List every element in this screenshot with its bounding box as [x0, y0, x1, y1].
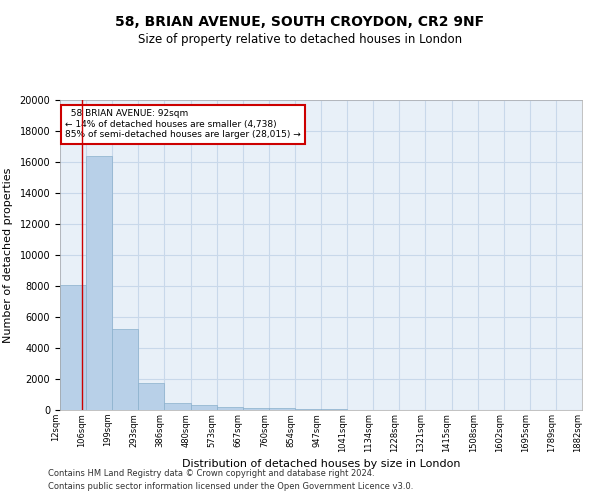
- Text: Contains HM Land Registry data © Crown copyright and database right 2024.: Contains HM Land Registry data © Crown c…: [48, 468, 374, 477]
- Bar: [112, 330, 139, 410]
- Bar: [295, 409, 321, 410]
- Text: Contains public sector information licensed under the Open Government Licence v3: Contains public sector information licen…: [48, 482, 413, 491]
- Bar: [242, 408, 269, 410]
- X-axis label: Distribution of detached houses by size in London: Distribution of detached houses by size …: [182, 459, 460, 469]
- Bar: [139, 383, 164, 410]
- Text: Size of property relative to detached houses in London: Size of property relative to detached ho…: [138, 32, 462, 46]
- Bar: [217, 407, 243, 410]
- Bar: [269, 408, 295, 410]
- Bar: [60, 285, 86, 410]
- Text: 58, BRIAN AVENUE, SOUTH CROYDON, CR2 9NF: 58, BRIAN AVENUE, SOUTH CROYDON, CR2 9NF: [115, 15, 485, 29]
- Y-axis label: Number of detached properties: Number of detached properties: [2, 168, 13, 342]
- Bar: [164, 403, 191, 410]
- Text: 58 BRIAN AVENUE: 92sqm
← 14% of detached houses are smaller (4,738)
85% of semi-: 58 BRIAN AVENUE: 92sqm ← 14% of detached…: [65, 110, 301, 139]
- Bar: [321, 409, 347, 410]
- Bar: [191, 405, 217, 410]
- Bar: [86, 156, 112, 410]
